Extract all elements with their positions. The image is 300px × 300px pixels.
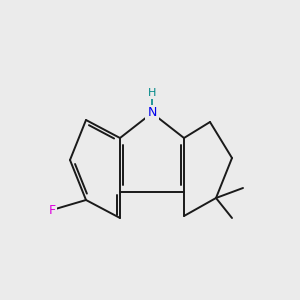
Text: N: N [147, 106, 157, 119]
Text: F: F [48, 203, 56, 217]
Text: H: H [148, 88, 156, 98]
